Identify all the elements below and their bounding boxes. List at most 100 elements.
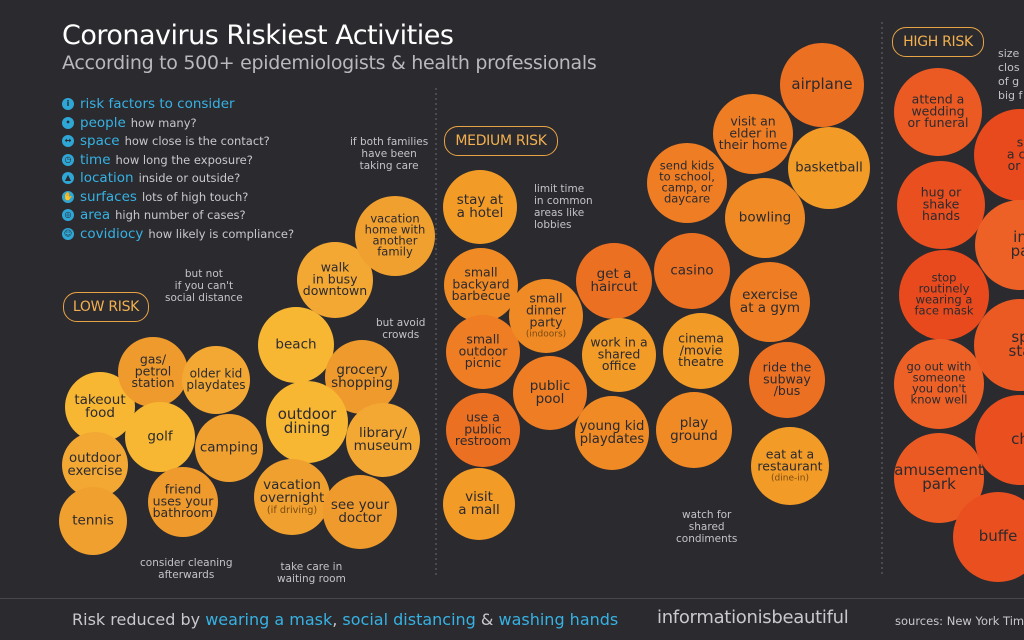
bubbles: takeout food outdoor exercise tennis gas/petr… [59,43,1024,582]
bubble-label: outdoor dining [278,405,337,437]
bubble-medium-risk: work in a shared office [582,318,656,392]
bubble-low-risk: takeout food [65,372,135,442]
bubble-label: basketball [795,161,863,176]
risk-factor-desc: inside or outside? [138,171,241,186]
bubble-circle [899,250,989,340]
bubble-circle [656,392,732,468]
bubble-circle [346,403,420,477]
bubble-circle [325,340,399,414]
bubble-label: get a haircut [590,266,637,295]
bubble-label: grocery shopping [331,362,393,391]
bubble-circle [953,492,1024,582]
bubble-circle [663,313,739,389]
bubble-label: small dinner party [526,291,567,330]
risk-factor-desc: how long the exposure? [115,152,253,167]
risk-factor-area: ◎ area high number of cases? [62,206,342,225]
bubble-high-risk: ch [975,395,1024,485]
bubble-label: visit an elder in their home [719,114,788,153]
bubble-medium-risk: play ground [656,392,732,468]
bubble-label: young kid playdates [580,419,645,447]
bubble-medium-risk: visit a mall [443,468,515,540]
bubble-low-risk: older kid playdates [182,346,250,414]
bubble-circle [575,396,649,470]
bubble-medium-risk: use a public restroom [446,393,520,467]
bubble-label: use a public restroom [455,409,511,448]
bubble-low-risk: outdoor exercise [62,432,128,498]
bubble-circle [195,414,263,482]
risk-factor-name: time [80,151,111,168]
risk-factor-desc: how close is the contact? [124,134,270,149]
bubble-medium-risk: small backyard barbecue [444,248,518,322]
bubble-medium-risk: ride the subway/bus [749,342,825,418]
bubble-label: vacation home with another family [365,212,426,259]
bubble-low-risk: vacation home with another family [355,196,435,276]
bubble-low-risk: gas/petrol station [118,337,188,407]
bubble-label: buffe [979,527,1018,545]
bubble-label: camping [200,440,258,456]
bubble-label: visit a mall [458,489,500,518]
risk-factor-desc: lots of high touch? [141,189,249,204]
bubble-circle [894,339,984,429]
bubble-label: sa coor p [1007,134,1024,173]
bubble-circle [254,459,330,535]
bubble-label: send kids to school, camp, or daycare [659,159,715,206]
bubble-sublabel: (if driving) [267,505,317,516]
note-waiting-room: take care in waiting room [277,561,346,585]
risk-factor-space: ↔ space how close is the contact? [62,132,342,151]
risk-factor-name: covidiocy [80,225,144,242]
bubble-circle [713,94,793,174]
hand-icon: ✋ [62,190,74,203]
risk-factor-name: space [80,133,120,150]
bubble-label: work in a shared office [590,334,647,373]
bubble-high-risk: attend a wedding or funeral [894,68,982,156]
bubble-label: cinema/movie theatre [678,330,724,369]
bubble-low-risk: library/museum [346,403,420,477]
bubble-label: see your doctor [331,497,390,526]
footer-mask: wearing a mask [205,610,333,629]
bubble-medium-risk: bowling [725,178,805,258]
head-icon: ☺ [62,227,74,240]
bubble-label: ch [1011,430,1024,448]
risk-factor-people: • people how many? [62,114,342,133]
bubble-circle [355,196,435,276]
footer-prefix: Risk reduced by [72,610,206,629]
bubble-circle [894,68,982,156]
bubble-circle [258,307,334,383]
bubble-circle [323,475,397,549]
bubble-label: vacation overnight [260,477,325,506]
bubble-label: public pool [530,378,571,407]
bubble-label: small outdoor picnic [459,331,509,370]
bubble-low-risk: camping [195,414,263,482]
brand-logo-text: informationisbeautiful [657,607,849,628]
bubble-label: takeout food [74,392,125,421]
bubble-low-risk: grocery shopping [325,340,399,414]
bubble-low-risk: tennis [59,487,127,555]
bubble-label: stay at a hotel [457,192,504,221]
bubble-circle [974,109,1024,201]
globe-icon: ◎ [62,209,74,222]
bubble-circle [788,127,870,209]
bubble-label: outdoor exercise [68,451,123,479]
bubble-circle [125,402,195,472]
bubble-label: ride the subway/bus [763,359,812,398]
bubble-label: beach [275,337,316,353]
risk-bubble-chart: takeout food outdoor exercise tennis gas/petr… [59,22,1024,582]
bubble-high-risk: inpa [975,200,1024,290]
bubble-circle [576,243,652,319]
bubble-circle [443,170,517,244]
bubble-circle [182,346,250,414]
bubble-medium-risk: small dinner party(indoors) [509,279,583,353]
bubble-medium-risk: get a haircut [576,243,652,319]
bubble-high-risk: sa coor p [974,109,1024,201]
bubble-high-risk: go out with someone you don't know well [894,339,984,429]
bubble-circle [730,262,810,342]
risk-factor-location: ▲ location inside or outside? [62,169,342,188]
bubble-circle [751,427,829,505]
bubble-high-risk: amusement park [894,433,984,523]
bubble-circle [894,433,984,523]
bubble-circle [654,233,730,309]
bubble-medium-risk: young kid playdates [575,396,649,470]
bubble-low-risk: friend uses your bathroom [148,467,218,537]
bubble-circle [59,487,127,555]
bubble-low-risk: walk in busy downtown [297,242,373,318]
